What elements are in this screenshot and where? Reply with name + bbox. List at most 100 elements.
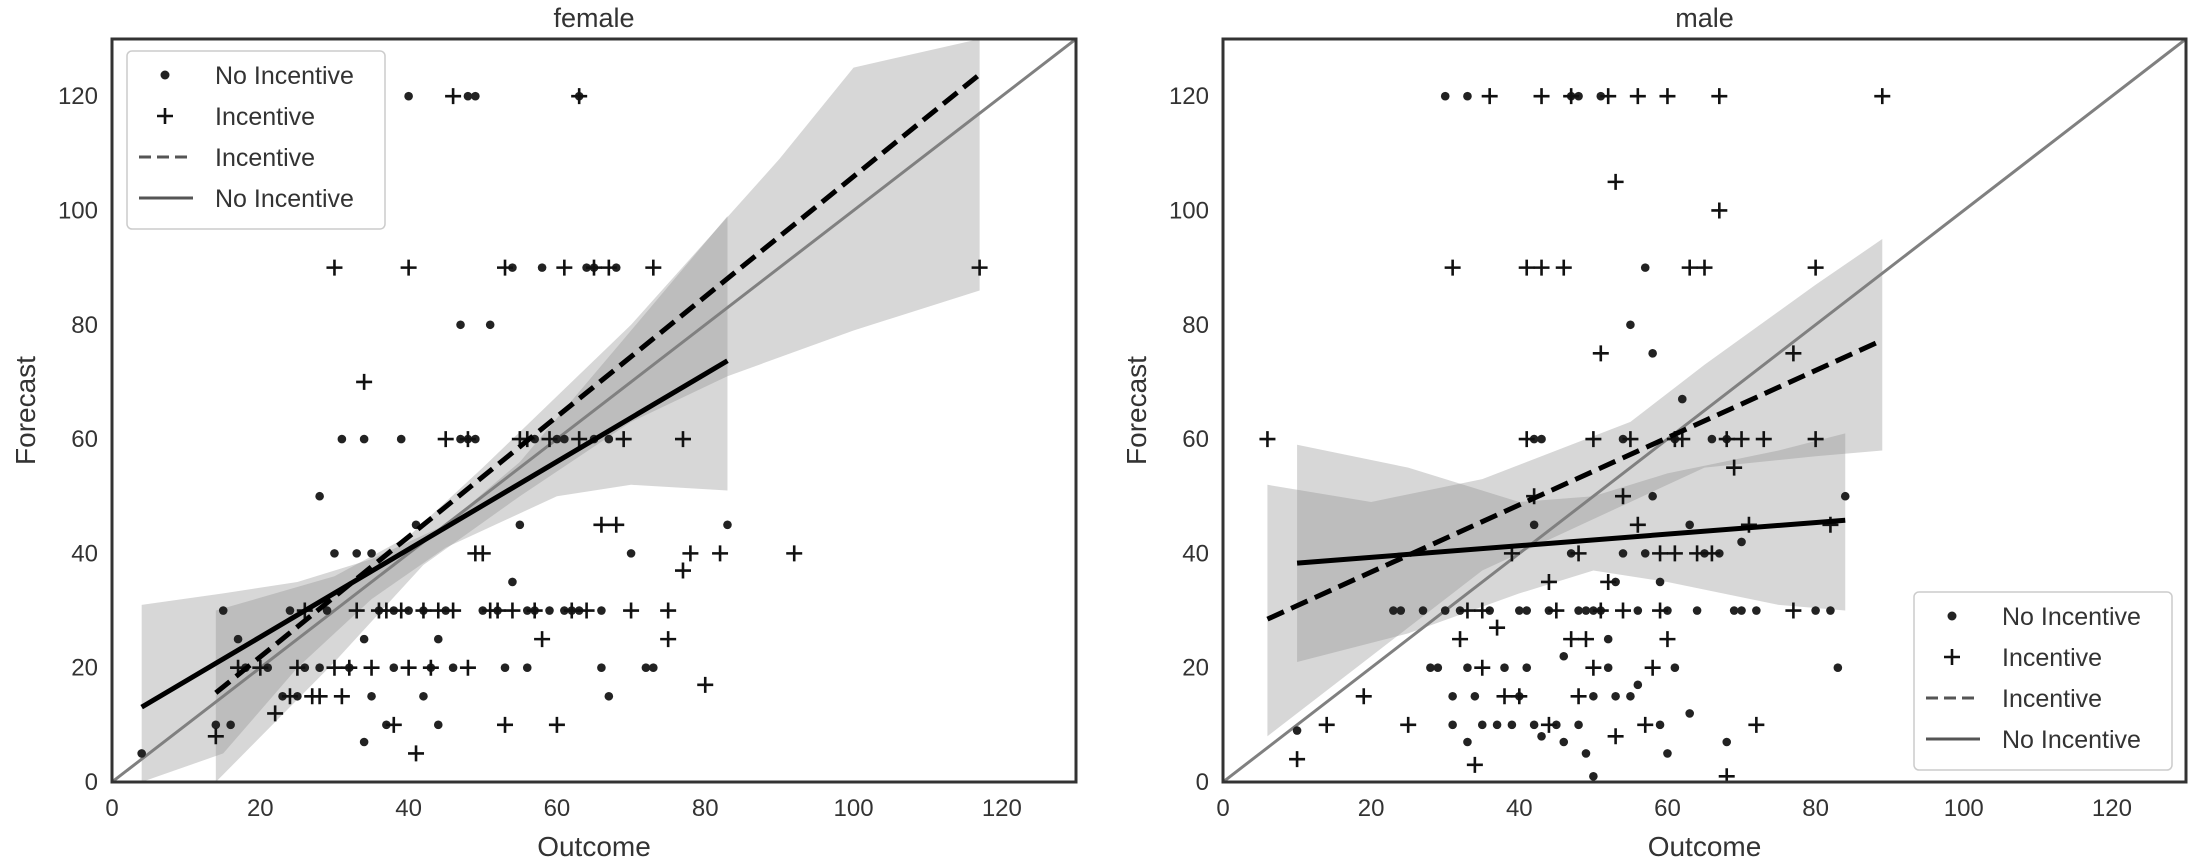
- chart-1-fit-line-no-incentive: [1296, 517, 1846, 566]
- chart-0-fit-line-no-incentive: [140, 358, 729, 710]
- chart-1-point-incentive-48: [1659, 631, 1676, 648]
- chart-0-point-incentive-41: [534, 631, 551, 648]
- chart-1-point-incentive-65: [1785, 602, 1802, 619]
- chart-1-point-incentive-22: [1540, 716, 1557, 733]
- chart-0-point-incentive-61: [697, 676, 714, 693]
- chart-1-x-tick-label: 20: [1358, 795, 1385, 822]
- chart-1-point-no-incentive-59: [1655, 720, 1665, 730]
- chart-1-point-no-incentive-32: [1559, 737, 1569, 747]
- chart-1-point-no-incentive-62: [1663, 749, 1672, 758]
- chart-1-point-incentive-57: [1711, 202, 1728, 219]
- chart-0-point-incentive-37: [504, 602, 521, 619]
- chart-1-point-no-incentive-36: [1574, 606, 1583, 615]
- chart-1-point-incentive-51: [1674, 431, 1691, 448]
- chart-0-point-no-incentive-72: [641, 663, 651, 672]
- chart-0-point-incentive-25: [430, 602, 447, 619]
- chart-0-y-tick-label: 100: [58, 197, 98, 224]
- chart-0-point-incentive-11: [333, 688, 350, 705]
- chart-0-point-incentive-17: [378, 602, 395, 619]
- chart-0-point-incentive-54: [623, 602, 640, 619]
- chart-0-point-incentive-13: [348, 602, 365, 619]
- chart-0-point-no-incentive-26: [389, 663, 399, 672]
- chart-0-point-no-incentive-11: [315, 663, 324, 672]
- chart-1-point-no-incentive-65: [1677, 394, 1687, 404]
- chart-0-point-incentive-18: [385, 716, 402, 733]
- chart-0-point-incentive-55: [645, 259, 662, 276]
- chart-1-point-no-incentive-25: [1529, 720, 1539, 730]
- chart-1-point-no-incentive-28: [1537, 731, 1546, 741]
- chart-1-point-no-incentive-8: [1448, 691, 1457, 701]
- chart-0-point-incentive-47: [571, 431, 588, 448]
- chart-1-point-incentive-19: [1533, 88, 1550, 105]
- chart-0-point-incentive-10: [326, 659, 343, 676]
- chart-0-point-incentive-21: [400, 259, 417, 276]
- chart-1-x-tick-label: 0: [1216, 795, 1229, 822]
- chart-1-point-no-incentive-51: [1626, 320, 1635, 330]
- chart-1-x-tick-label: 60: [1654, 795, 1681, 822]
- chart-1-point-incentive-7: [1459, 602, 1476, 619]
- chart-1-point-incentive-47: [1659, 88, 1676, 105]
- chart-0-point-no-incentive-28: [404, 91, 413, 101]
- chart-0-legend-plus-marker: [157, 108, 173, 124]
- chart-0-point-incentive-42: [541, 431, 558, 448]
- chart-0-point-incentive-40: [526, 602, 543, 619]
- chart-1-point-incentive-37: [1607, 728, 1624, 745]
- chart-0-point-no-incentive-27: [396, 434, 406, 444]
- chart-0-point-incentive-12: [341, 659, 358, 676]
- chart-0-point-incentive-46: [571, 88, 588, 105]
- chart-0-point-incentive-63: [786, 545, 803, 562]
- chart-1-legend-label: No Incentive: [2002, 726, 2141, 754]
- chart-0-point-incentive-49: [586, 259, 602, 276]
- chart-1-legend-dot-marker: [1947, 611, 1957, 621]
- chart-1-legend-box: [1913, 591, 2173, 771]
- chart-0-point-incentive-9: [326, 259, 343, 276]
- chart-1-point-no-incentive-41: [1589, 771, 1598, 781]
- chart-1-point-incentive-33: [1592, 345, 1609, 362]
- chart-1-point-incentive-0: [1259, 431, 1276, 448]
- chart-1-point-no-incentive-31: [1559, 651, 1569, 661]
- chart-1-y-tick-label: 20: [1182, 655, 1209, 682]
- chart-1-point-no-incentive-37: [1574, 720, 1583, 730]
- chart-1-point-no-incentive-5: [1433, 663, 1443, 672]
- chart-1-x-tick-label: 80: [1802, 795, 1829, 822]
- chart-1-point-incentive-54: [1696, 259, 1713, 276]
- chart-0-legend-label: No Incentive: [215, 62, 354, 90]
- chart-1-point-no-incentive-68: [1692, 606, 1702, 615]
- chart-0-point-no-incentive-20: [359, 434, 369, 444]
- chart-1-point-no-incentive-79: [1826, 606, 1835, 615]
- chart-1-point-no-incentive-73: [1722, 737, 1732, 747]
- chart-0-point-no-incentive-8: [285, 606, 295, 615]
- chart-1-point-incentive-9: [1474, 602, 1491, 619]
- chart-0-identity-line: [112, 39, 1076, 782]
- chart-1-point-incentive-10: [1474, 659, 1491, 676]
- chart-1-panel: 0 20 40 60 80 100 120 0 20 40 60 80 100 120 male Outcom…: [1121, 3, 2188, 862]
- chart-0-point-no-incentive-74: [723, 520, 732, 530]
- chart-0-point-no-incentive-19: [359, 634, 369, 644]
- chart-1-point-no-incentive-74: [1729, 606, 1739, 615]
- chart-1-point-incentive-55: [1703, 545, 1720, 562]
- chart-0-point-no-incentive-42: [471, 91, 480, 101]
- chart-1-point-no-incentive-76: [1737, 537, 1746, 547]
- chart-1-point-no-incentive-12: [1463, 663, 1472, 672]
- chart-1-point-no-incentive-80: [1833, 663, 1843, 672]
- chart-1-point-incentive-27: [1570, 688, 1587, 705]
- chart-1-point-incentive-15: [1511, 688, 1528, 705]
- chart-0-point-incentive-52: [608, 516, 625, 533]
- chart-1-point-incentive-70: [1874, 88, 1891, 105]
- chart-1-point-incentive-64: [1755, 431, 1772, 448]
- chart-0-point-incentive-24: [422, 659, 439, 676]
- chart-1-point-no-incentive-57: [1648, 349, 1657, 358]
- chart-0-point-no-incentive-34: [433, 720, 443, 730]
- chart-1-plot-area: [1223, 39, 2186, 782]
- chart-0-point-no-incentive-13: [322, 606, 332, 615]
- chart-1-point-no-incentive-42: [1589, 691, 1598, 701]
- chart-1-point-no-incentive-14: [1470, 691, 1480, 701]
- chart-0-point-incentive-43: [548, 716, 565, 733]
- chart-1-point-no-incentive-78: [1811, 606, 1820, 615]
- chart-1-point-no-incentive-81: [1840, 491, 1850, 501]
- chart-1-point-incentive-67: [1807, 431, 1824, 448]
- chart-0-point-no-incentive-39: [456, 320, 465, 330]
- chart-0-point-no-incentive-35: [433, 634, 443, 644]
